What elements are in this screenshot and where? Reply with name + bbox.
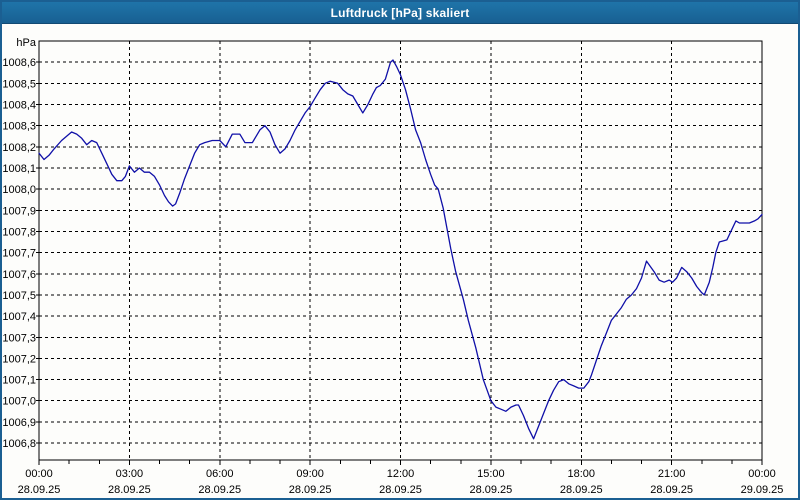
x-axis-date-label: 28.09.25	[560, 484, 603, 496]
x-axis-time-label: 06:00	[206, 468, 234, 480]
x-axis-date-label: 28.09.25	[18, 484, 61, 496]
y-axis-tick-label: 1007,2	[2, 353, 36, 365]
pressure-chart[interactable]: hPa 1006,8 1006,9 1007,0 1007,1 1007,2 1007,3…	[2, 24, 798, 497]
x-axis-time-label: 12:00	[387, 468, 415, 480]
y-axis-tick-label: 1007,9	[2, 205, 36, 217]
y-axis-tick-label: 1007,6	[2, 269, 36, 281]
x-axis-time-label: 15:00	[477, 468, 505, 480]
y-axis-tick-label: 1008,0	[2, 184, 36, 196]
x-axis-time-label: 18:00	[567, 468, 595, 480]
x-axis-date-label: 28.09.25	[198, 484, 241, 496]
y-axis-tick-label: 1008,1	[2, 163, 36, 175]
chart-plot-area[interactable]: 1006,8 1006,9 1007,0 1007,1 1007,2 1007,3 1007…	[2, 40, 784, 496]
x-axis-time-label: 21:00	[658, 468, 686, 480]
y-axis-tick-label: 1007,5	[2, 290, 36, 302]
y-axis-tick-label: 1008,4	[2, 99, 36, 111]
x-axis-date-label: 28.09.25	[108, 484, 151, 496]
y-axis-tick-label: 1008,5	[2, 78, 36, 90]
y-axis-unit-label: hPa	[16, 37, 36, 49]
y-axis-tick-label: 1006,8	[2, 438, 36, 450]
y-axis-tick-label: 1007,3	[2, 332, 36, 344]
y-axis-tick-label: 1008,6	[2, 57, 36, 69]
x-axis-date-label: 28.09.25	[469, 484, 512, 496]
x-axis-date-label: 28.09.25	[289, 484, 332, 496]
y-axis-tick-label: 1006,9	[2, 417, 36, 429]
x-axis-time-label: 00:00	[25, 468, 53, 480]
window-title: Luftdruck [hPa] skaliert	[330, 5, 470, 20]
pressure-series-line	[38, 59, 763, 440]
x-axis-time-label: 03:00	[116, 468, 144, 480]
x-axis-time-label: 00:00	[748, 468, 776, 480]
window-title-bar[interactable]: Luftdruck [hPa] skaliert	[2, 2, 798, 24]
x-axis-date-label: 28.09.25	[650, 484, 693, 496]
x-axis-time-label: 09:00	[296, 468, 324, 480]
y-axis-tick-label: 1008,3	[2, 121, 36, 133]
y-axis-tick-label: 1007,4	[2, 311, 36, 323]
y-axis-tick-label: 1007,0	[2, 396, 36, 408]
x-axis-date-label: 29.09.25	[741, 484, 784, 496]
y-axis-tick-label: 1007,7	[2, 248, 36, 260]
y-axis-tick-label: 1007,1	[2, 375, 36, 387]
y-axis-tick-label: 1007,8	[2, 226, 36, 238]
y-axis-tick-label: 1008,2	[2, 142, 36, 154]
x-axis-date-label: 28.09.25	[379, 484, 422, 496]
